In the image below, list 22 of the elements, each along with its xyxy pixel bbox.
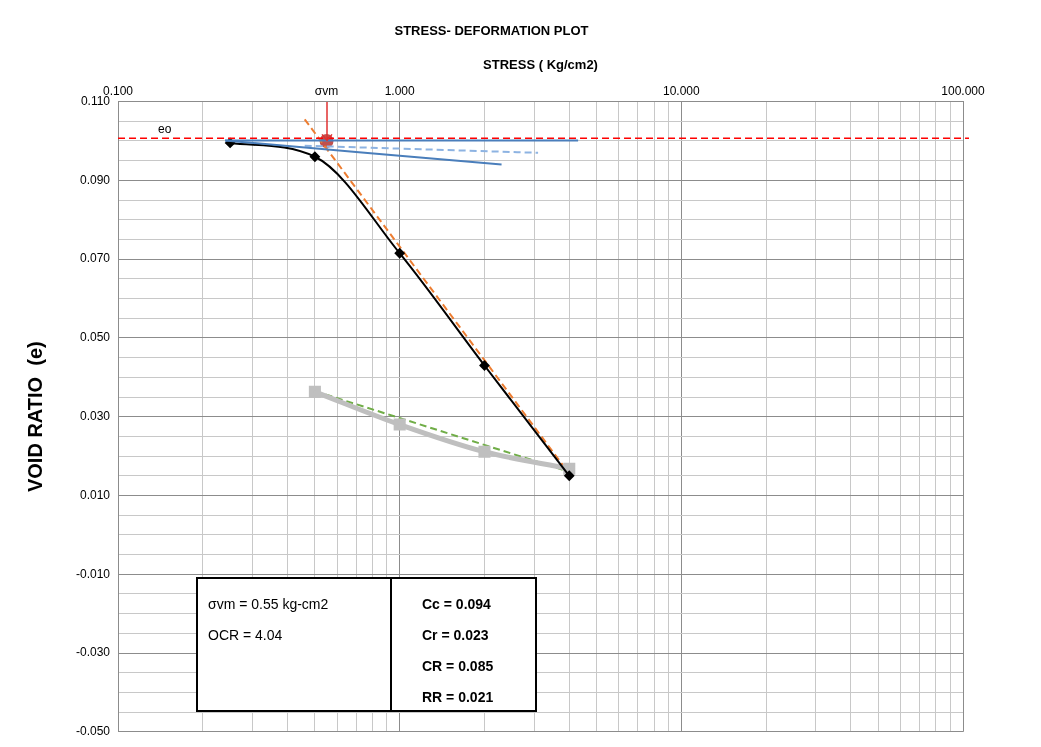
y-axis-title: VOID RATIO (e) bbox=[23, 341, 46, 493]
y-tick-label: 0.050 bbox=[79, 330, 111, 345]
annotation: RR = 0.021 bbox=[422, 688, 494, 707]
annotation: Cc = 0.094 bbox=[422, 595, 492, 614]
y-tick-label: 0.010 bbox=[79, 487, 111, 502]
x-tick-label: 1.000 bbox=[384, 83, 416, 98]
y-tick-label: 0.090 bbox=[79, 172, 111, 187]
x-tick-label: 10.000 bbox=[662, 83, 701, 98]
y-tick-label: 0.030 bbox=[79, 409, 111, 424]
ref-line-label: eo bbox=[158, 121, 172, 136]
annotation: OCR = 4.04 bbox=[208, 626, 284, 645]
annotation: σvm bbox=[314, 83, 339, 98]
y-tick-label: -0.050 bbox=[75, 724, 111, 739]
y-tick-label: -0.030 bbox=[75, 645, 111, 660]
y-tick-label: 0.070 bbox=[79, 251, 111, 266]
x-tick-label: 100.000 bbox=[941, 83, 986, 98]
annotation: σvm = 0.55 kg-cm2 bbox=[208, 595, 330, 614]
chart-title: STRESS- DEFORMATION PLOT bbox=[394, 23, 589, 39]
annotation: CR = 0.085 bbox=[422, 657, 494, 676]
y-tick-label: -0.010 bbox=[75, 566, 111, 581]
x-axis-title: STRESS ( Kg/cm2) bbox=[483, 56, 598, 72]
annotation: Cr = 0.023 bbox=[422, 626, 490, 645]
